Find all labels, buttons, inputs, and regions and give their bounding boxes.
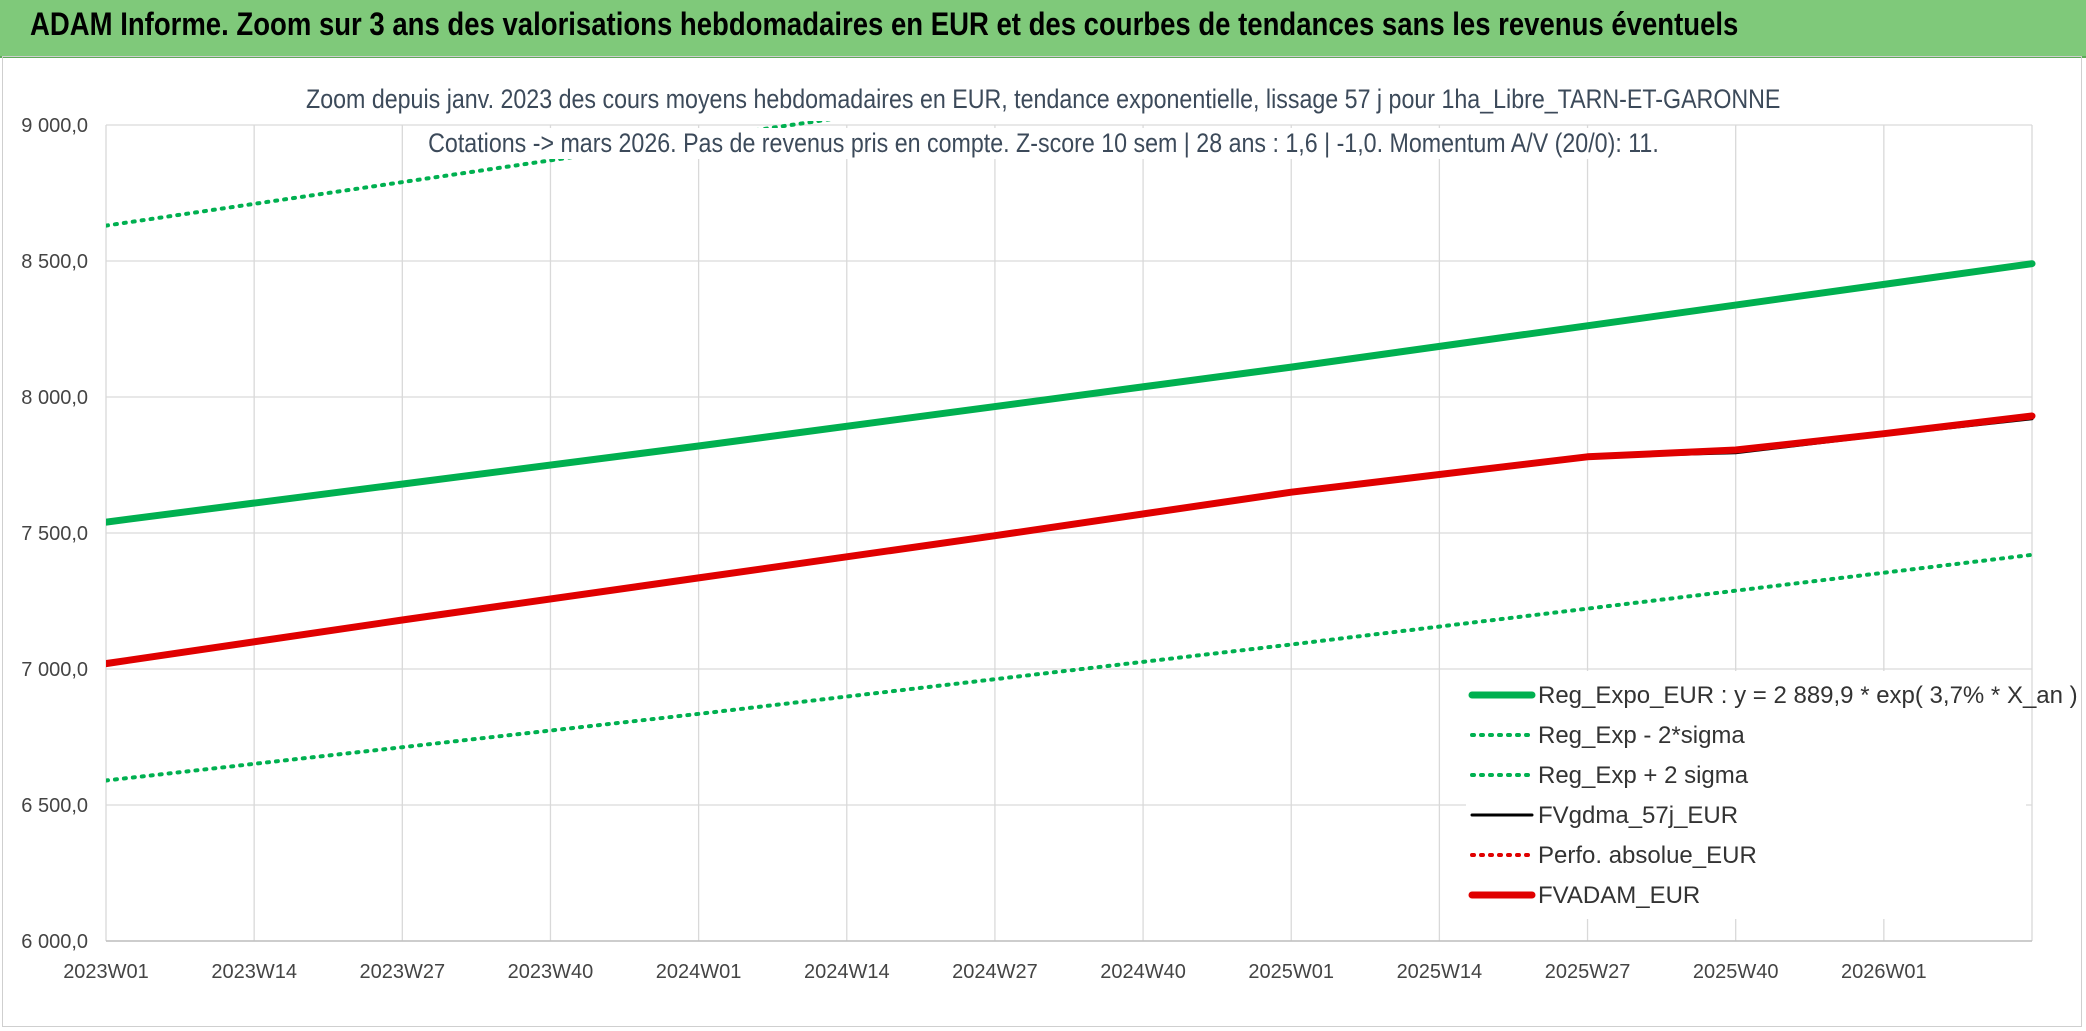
x-tick-label: 2025W01 (1248, 961, 1334, 983)
series-line-4 (106, 414, 2034, 666)
x-tick-label: 2025W40 (1693, 961, 1779, 983)
y-tick-label: 9 000,0 (21, 115, 88, 137)
chart-subtitle: Cotations -> mars 2026. Pas de revenus p… (0, 128, 2086, 159)
series-line-3 (106, 417, 2034, 666)
x-tick-label: 2024W14 (804, 961, 890, 983)
x-tick-label: 2024W27 (952, 961, 1038, 983)
banner-title: ADAM Informe. Zoom sur 3 ans des valoris… (30, 6, 1739, 42)
y-tick-label: 8 500,0 (21, 251, 88, 273)
x-tick-label: 2023W27 (359, 961, 445, 983)
legend-box (1466, 671, 2026, 919)
chart-title: Zoom depuis janv. 2023 des cours moyens … (0, 84, 2086, 115)
x-tick-label: 2024W40 (1100, 961, 1186, 983)
x-tick-label: 2023W14 (211, 961, 297, 983)
y-tick-label: 7 000,0 (21, 659, 88, 681)
chart-frame (2, 56, 2082, 1027)
series-line-2 (106, 121, 832, 228)
series-line-1 (106, 552, 2034, 783)
y-tick-label: 6 500,0 (21, 795, 88, 817)
x-tick-label: 2026W01 (1841, 961, 1927, 983)
x-tick-label: 2023W40 (508, 961, 594, 983)
series-line-0 (106, 260, 2036, 526)
legend-label: Reg_Exp + 2 sigma (1538, 762, 1749, 789)
legend-label: FVADAM_EUR (1538, 882, 1700, 909)
legend-label: Reg_Exp - 2*sigma (1538, 722, 1745, 749)
y-tick-label: 6 000,0 (21, 931, 88, 953)
legend-label: Perfo. absolue_EUR (1538, 842, 1757, 869)
legend-label: FVgdma_57j_EUR (1538, 802, 1738, 829)
x-tick-label: 2025W27 (1545, 961, 1631, 983)
legend-label: Reg_Expo_EUR : y = 2 889,9 * exp( 3,7% *… (1538, 682, 2078, 709)
x-tick-label: 2023W01 (63, 961, 149, 983)
title-banner: ADAM Informe. Zoom sur 3 ans des valoris… (0, 0, 2086, 58)
y-tick-label: 8 000,0 (21, 387, 88, 409)
y-tick-label: 7 500,0 (21, 523, 88, 545)
x-tick-label: 2025W14 (1397, 961, 1483, 983)
chart-subtitle-text: Cotations -> mars 2026. Pas de revenus p… (422, 128, 1664, 159)
x-tick-label: 2024W01 (656, 961, 742, 983)
chart-title-text: Zoom depuis janv. 2023 des cours moyens … (300, 84, 1786, 115)
